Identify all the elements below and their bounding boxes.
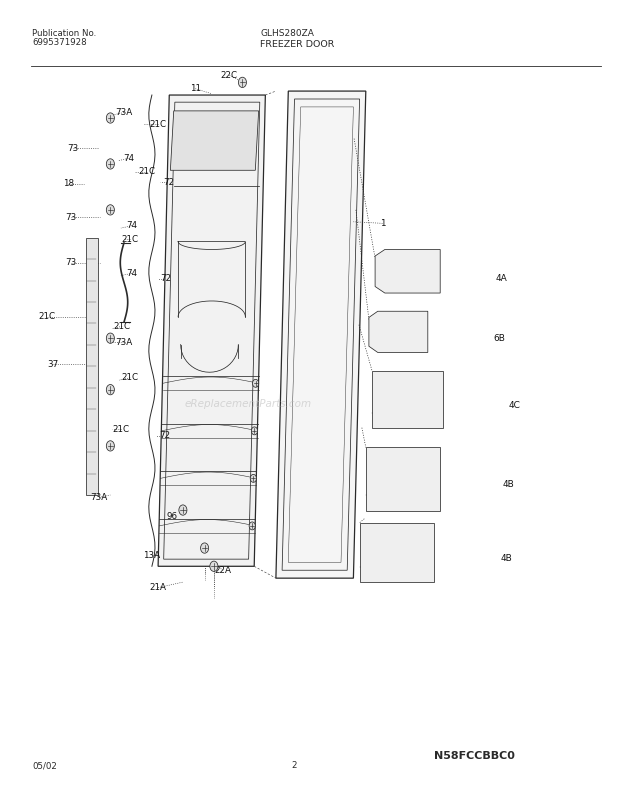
Circle shape bbox=[210, 562, 218, 572]
Circle shape bbox=[179, 505, 187, 516]
Circle shape bbox=[107, 205, 114, 215]
Circle shape bbox=[107, 333, 114, 344]
Text: 4A: 4A bbox=[496, 274, 508, 284]
Text: eReplacementParts.com: eReplacementParts.com bbox=[184, 399, 312, 409]
Text: 13A: 13A bbox=[143, 551, 161, 561]
Circle shape bbox=[238, 77, 247, 88]
Polygon shape bbox=[372, 371, 443, 428]
Polygon shape bbox=[86, 238, 98, 495]
Text: 74: 74 bbox=[126, 268, 138, 278]
Circle shape bbox=[249, 522, 255, 530]
Text: 21A: 21A bbox=[149, 583, 167, 592]
Polygon shape bbox=[158, 95, 265, 566]
Text: FREEZER DOOR: FREEZER DOOR bbox=[260, 40, 335, 48]
Text: 21C: 21C bbox=[138, 167, 156, 177]
Text: 73A: 73A bbox=[115, 108, 133, 117]
Polygon shape bbox=[375, 249, 440, 293]
Circle shape bbox=[107, 440, 114, 451]
Text: 73A: 73A bbox=[91, 493, 108, 502]
Text: 72: 72 bbox=[159, 431, 170, 440]
Text: 11: 11 bbox=[190, 84, 201, 93]
Circle shape bbox=[201, 543, 208, 553]
Text: 73A: 73A bbox=[115, 337, 133, 347]
Circle shape bbox=[107, 113, 114, 124]
Text: 74: 74 bbox=[126, 221, 138, 230]
Circle shape bbox=[251, 427, 257, 435]
Text: 4C: 4C bbox=[508, 401, 520, 410]
Circle shape bbox=[107, 384, 114, 395]
Text: 22C: 22C bbox=[221, 70, 238, 80]
Text: 18: 18 bbox=[63, 179, 74, 188]
Text: 21C: 21C bbox=[112, 425, 130, 434]
Text: Publication No.: Publication No. bbox=[32, 29, 97, 37]
Circle shape bbox=[252, 379, 259, 387]
Text: 4B: 4B bbox=[502, 480, 514, 489]
Polygon shape bbox=[276, 91, 366, 578]
Text: 6B: 6B bbox=[493, 334, 505, 344]
Text: 4B: 4B bbox=[501, 554, 513, 563]
Text: 73: 73 bbox=[68, 143, 79, 153]
Polygon shape bbox=[369, 311, 428, 352]
Polygon shape bbox=[170, 111, 259, 170]
Text: 21C: 21C bbox=[122, 234, 139, 244]
Text: 96: 96 bbox=[167, 512, 178, 521]
Polygon shape bbox=[360, 523, 434, 582]
Circle shape bbox=[250, 474, 257, 482]
Text: 22A: 22A bbox=[215, 565, 232, 575]
Text: 72: 72 bbox=[163, 177, 174, 187]
Text: 73: 73 bbox=[66, 212, 77, 222]
Text: 73: 73 bbox=[66, 258, 77, 268]
Text: 1: 1 bbox=[380, 219, 385, 228]
Text: 21C: 21C bbox=[122, 373, 139, 383]
Text: 72: 72 bbox=[161, 274, 172, 284]
Text: 21C: 21C bbox=[149, 120, 167, 129]
Text: 74: 74 bbox=[123, 154, 134, 163]
Text: 6995371928: 6995371928 bbox=[32, 38, 87, 47]
Text: 2: 2 bbox=[291, 761, 297, 771]
Text: 21C: 21C bbox=[113, 322, 131, 331]
Circle shape bbox=[107, 158, 114, 169]
Text: 05/02: 05/02 bbox=[32, 761, 57, 771]
Polygon shape bbox=[366, 447, 440, 511]
Text: N58FCCBBC0: N58FCCBBC0 bbox=[434, 751, 515, 761]
Text: 37: 37 bbox=[47, 360, 58, 369]
Text: GLHS280ZA: GLHS280ZA bbox=[260, 29, 314, 37]
Text: 21C: 21C bbox=[38, 312, 55, 322]
